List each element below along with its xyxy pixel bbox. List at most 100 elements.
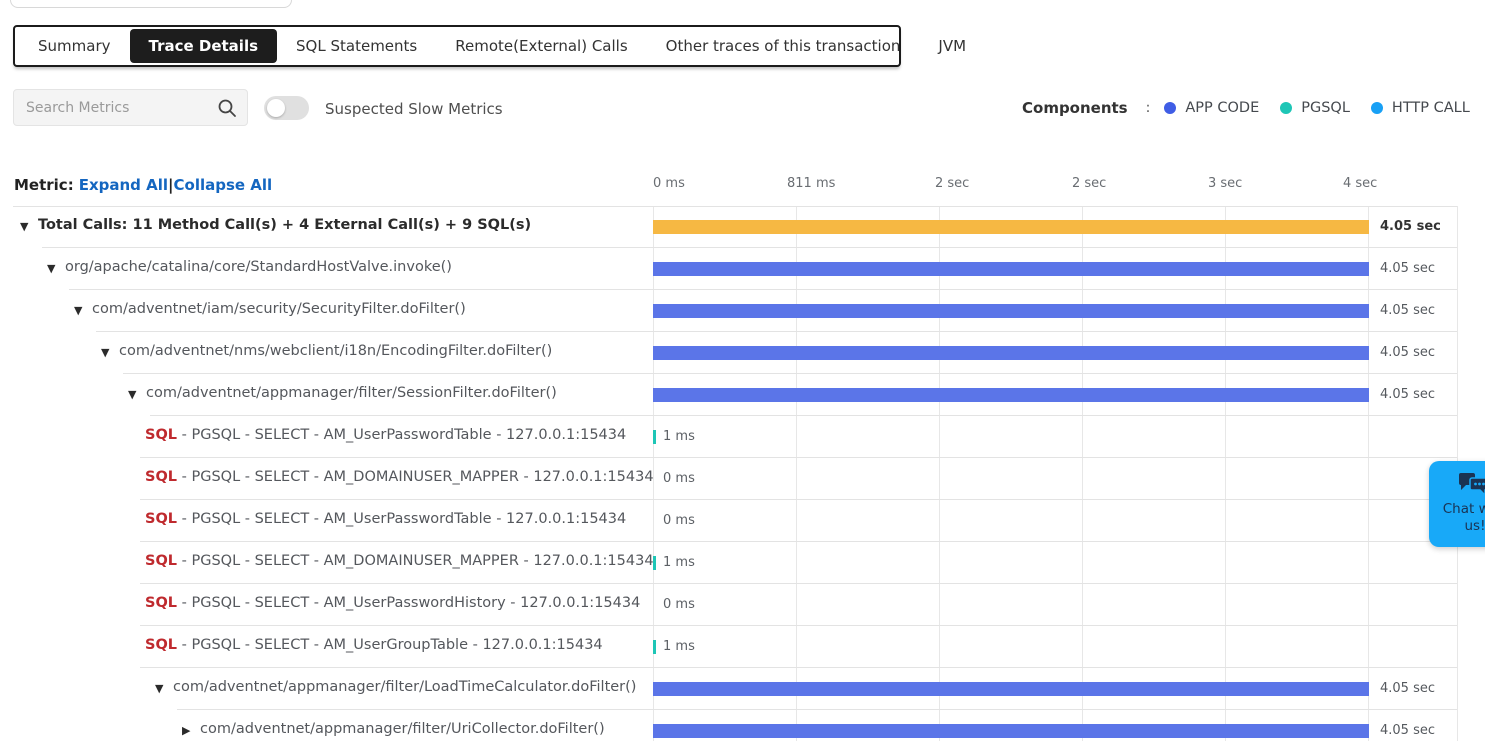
tab-remote-external-calls[interactable]: Remote(External) Calls <box>455 37 628 55</box>
legend-label: PGSQL <box>1301 100 1350 116</box>
trace-row-sql[interactable]: SQL - PGSQL - SELECT - AM_DOMAINUSER_MAP… <box>0 542 1485 584</box>
row-divider <box>177 709 1457 710</box>
legend-item-app-code: APP CODE <box>1164 100 1259 116</box>
search-metrics-input[interactable] <box>26 90 216 125</box>
collapse-arrow-icon[interactable]: ▼ <box>155 682 164 695</box>
suspected-slow-metrics-label: Suspected Slow Metrics <box>325 100 503 118</box>
duration-tick-pgsql[interactable] <box>653 430 656 444</box>
method-call-label: com/adventnet/iam/security/SecurityFilte… <box>92 301 466 317</box>
legend-dot-icon <box>1164 102 1177 114</box>
sql-badge: SQL <box>145 637 178 653</box>
grid-line <box>653 206 654 741</box>
sql-badge: SQL <box>145 469 178 485</box>
row-divider <box>140 499 1457 500</box>
duration-value: 0 ms <box>663 513 695 528</box>
duration-bar-app-code[interactable] <box>653 682 1369 696</box>
timeline-tick-label: 3 sec <box>1208 176 1243 191</box>
method-call-label: com/adventnet/nms/webclient/i18n/Encodin… <box>119 343 553 359</box>
trace-row-method[interactable]: ▼ org/apache/catalina/core/StandardHostVa… <box>0 248 1485 290</box>
row-divider <box>96 331 1457 332</box>
trace-row-sql[interactable]: SQL - PGSQL - SELECT - AM_UserGroupTable… <box>0 626 1485 668</box>
duration-value: 1 ms <box>663 429 695 444</box>
duration-value: 1 ms <box>663 555 695 570</box>
trace-row-method[interactable]: ▼ Total Calls: 11 Method Call(s) + 4 Exte… <box>0 206 1485 248</box>
tab-summary[interactable]: Summary <box>38 37 111 55</box>
components-legend: Components : APP CODE PGSQL HTTP CALL <box>1022 99 1470 117</box>
duration-tick-pgsql[interactable] <box>653 556 656 570</box>
sql-call-label: SQL - PGSQL - SELECT - AM_UserPasswordTa… <box>145 511 626 527</box>
collapse-arrow-icon[interactable]: ▼ <box>101 346 110 359</box>
table-top-border <box>13 206 1457 207</box>
trace-row-sql[interactable]: SQL - PGSQL - SELECT - AM_UserPasswordTa… <box>0 416 1485 458</box>
row-divider <box>140 457 1457 458</box>
duration-value: 4.05 sec <box>1380 681 1435 696</box>
sql-statement-text: - PGSQL - SELECT - AM_UserGroupTable - 1… <box>177 637 603 653</box>
legend-item-http-call: HTTP CALL <box>1370 100 1470 116</box>
timeline-tick-label: 0 ms <box>653 176 685 191</box>
chat-bubbles-icon <box>1429 471 1485 501</box>
duration-value: 4.05 sec <box>1380 261 1435 276</box>
expand-all-link[interactable]: Expand All <box>78 176 169 194</box>
duration-value: 0 ms <box>663 471 695 486</box>
trace-row-sql[interactable]: SQL - PGSQL - SELECT - AM_UserPasswordTa… <box>0 500 1485 542</box>
collapse-all-link[interactable]: Collapse All <box>173 176 273 194</box>
method-call-label: com/adventnet/appmanager/filter/UriColle… <box>200 721 605 737</box>
timeline-tick-label: 4 sec <box>1343 176 1378 191</box>
expand-arrow-icon[interactable]: ▶ <box>182 724 191 737</box>
legend-item-pgsql: PGSQL <box>1280 100 1350 116</box>
grid-line <box>1225 206 1226 741</box>
duration-value: 1 ms <box>663 639 695 654</box>
sql-call-label: SQL - PGSQL - SELECT - AM_UserPasswordTa… <box>145 427 626 443</box>
sql-badge: SQL <box>145 553 178 569</box>
legend-dot-icon <box>1370 102 1383 114</box>
tab-sql-statements[interactable]: SQL Statements <box>296 37 418 55</box>
sql-badge: SQL <box>145 595 178 611</box>
duration-bar-total[interactable] <box>653 220 1369 234</box>
duration-bar-app-code[interactable] <box>653 262 1369 276</box>
trace-row-method[interactable]: ▼ com/adventnet/appmanager/filter/LoadTim… <box>0 668 1485 710</box>
collapse-arrow-icon[interactable]: ▼ <box>128 388 137 401</box>
duration-value: 4.05 sec <box>1380 387 1435 402</box>
tab-other-traces-of-this-transaction[interactable]: Other traces of this transaction <box>665 37 901 55</box>
toggle-knob <box>267 99 285 117</box>
collapse-arrow-icon[interactable]: ▼ <box>47 262 56 275</box>
duration-value: 4.05 sec <box>1380 345 1435 360</box>
row-divider <box>69 289 1457 290</box>
trace-row-method[interactable]: ▼ com/adventnet/iam/security/SecurityFilt… <box>0 290 1485 332</box>
trace-row-sql[interactable]: SQL - PGSQL - SELECT - AM_UserPasswordHi… <box>0 584 1485 626</box>
row-divider <box>123 373 1457 374</box>
trace-row-sql[interactable]: SQL - PGSQL - SELECT - AM_DOMAINUSER_MAP… <box>0 458 1485 500</box>
search-icon[interactable] <box>217 98 237 122</box>
method-call-label: com/adventnet/appmanager/filter/SessionF… <box>146 385 557 401</box>
chat-with-us-widget[interactable]: Chat with us! <box>1429 461 1485 547</box>
method-call-label: com/adventnet/appmanager/filter/LoadTime… <box>173 679 637 695</box>
legend-label: APP CODE <box>1185 100 1260 116</box>
transaction-selector-field[interactable] <box>10 0 292 8</box>
duration-tick-pgsql[interactable] <box>653 640 656 654</box>
trace-row-method[interactable]: ▼ com/adventnet/appmanager/filter/Session… <box>0 374 1485 416</box>
sql-statement-text: - PGSQL - SELECT - AM_DOMAINUSER_MAPPER … <box>177 469 654 485</box>
collapse-arrow-icon[interactable]: ▼ <box>74 304 83 317</box>
row-divider <box>140 583 1457 584</box>
duration-bar-app-code[interactable] <box>653 346 1369 360</box>
duration-bar-app-code[interactable] <box>653 388 1369 402</box>
collapse-arrow-icon[interactable]: ▼ <box>20 220 29 233</box>
sql-call-label: SQL - PGSQL - SELECT - AM_UserGroupTable… <box>145 637 603 653</box>
tab-trace-details[interactable]: Trace Details <box>129 29 278 63</box>
timeline-tick-label: 811 ms <box>787 176 836 191</box>
sql-badge: SQL <box>145 427 178 443</box>
suspected-slow-metrics-toggle[interactable] <box>264 96 309 120</box>
duration-value: 4.05 sec <box>1380 219 1441 234</box>
duration-value: 4.05 sec <box>1380 303 1435 318</box>
grid-line <box>796 206 797 741</box>
grid-line <box>939 206 940 741</box>
metric-divider: | <box>168 176 174 194</box>
duration-bar-app-code[interactable] <box>653 724 1369 738</box>
trace-row-method[interactable]: ▼ com/adventnet/nms/webclient/i18n/Encodi… <box>0 332 1485 374</box>
row-divider <box>42 247 1457 248</box>
duration-bar-app-code[interactable] <box>653 304 1369 318</box>
tab-jvm[interactable]: JVM <box>938 37 967 55</box>
components-legend-separator: : <box>1145 100 1151 116</box>
trace-row-method[interactable]: ▶ com/adventnet/appmanager/filter/UriColl… <box>0 710 1485 741</box>
duration-value: 0 ms <box>663 597 695 612</box>
